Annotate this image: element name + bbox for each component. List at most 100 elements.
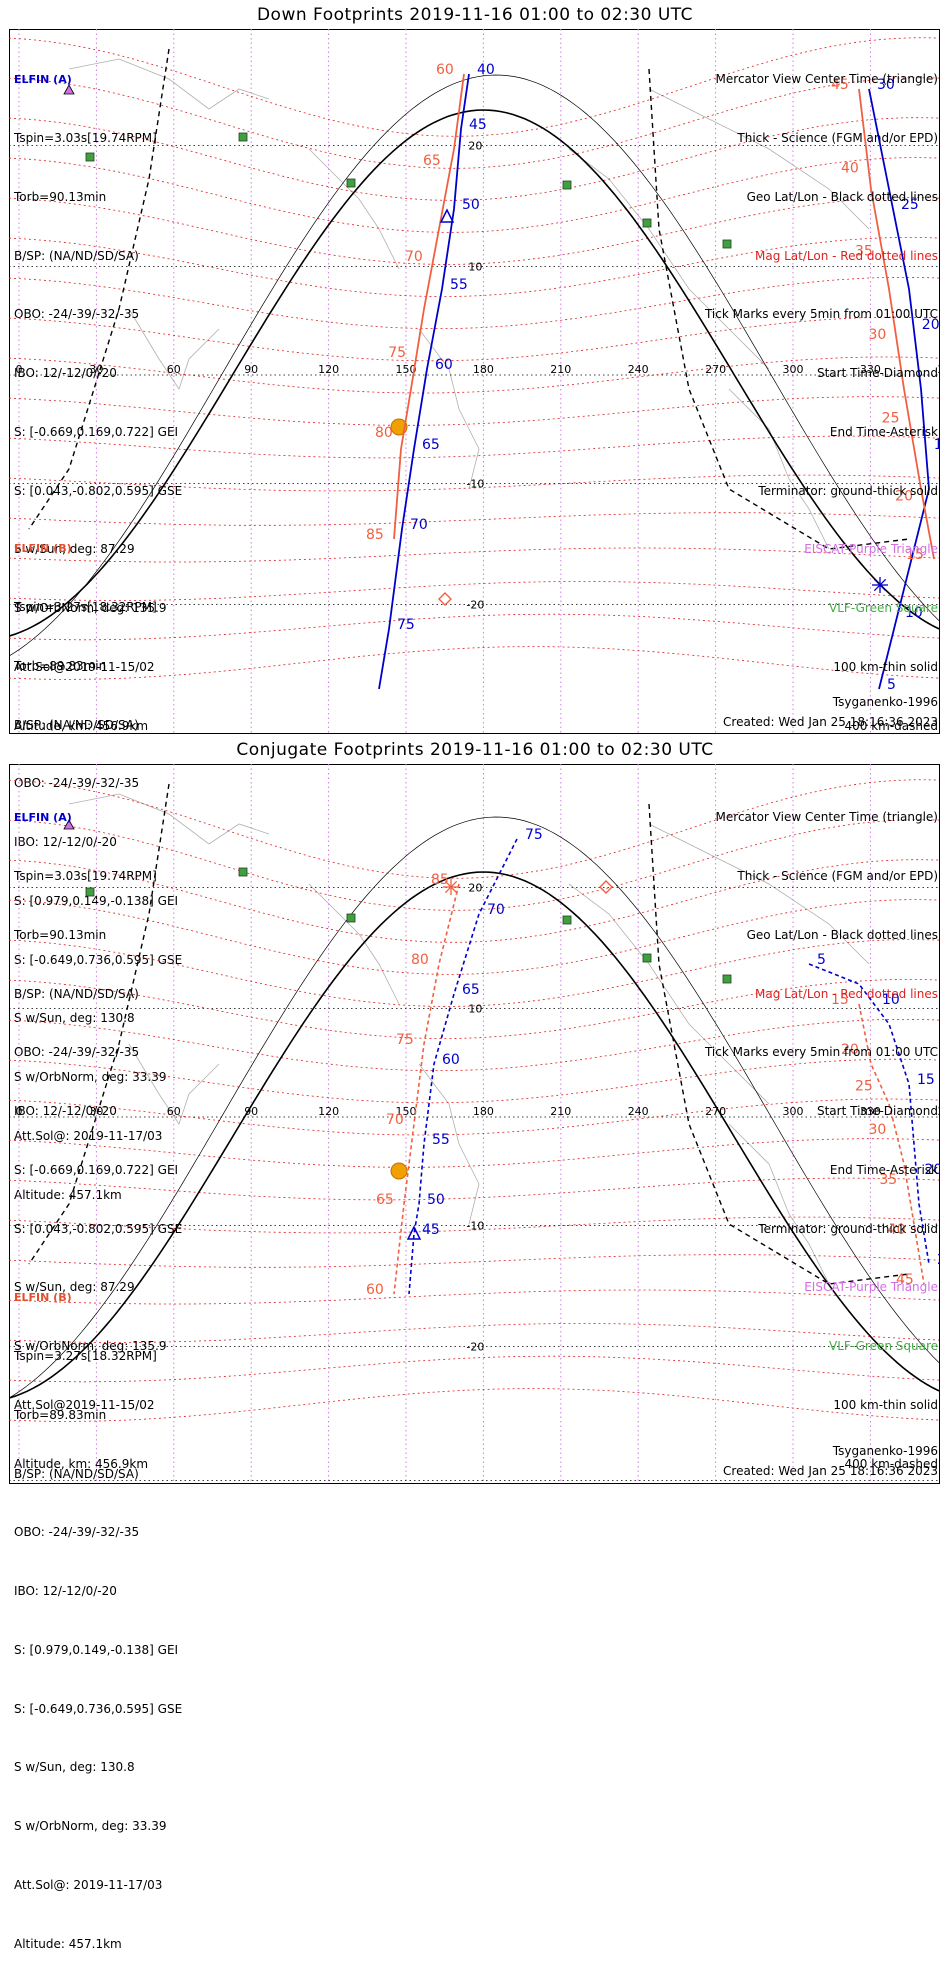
elfin-a-tick-label: 15: [934, 437, 940, 453]
elfin-b-info: ELFIN (B) Tspin=3.27s[18.32RPM] Torb=89.…: [14, 1249, 182, 1974]
terminator-100km: [9, 816, 940, 1399]
lon-tick-label: 300: [783, 1105, 804, 1118]
elfin-a-line: Torb=90.13min: [14, 189, 107, 204]
start-time-diamond: [438, 592, 452, 606]
elfin-b-line: S w/Sun, deg: 130.8: [14, 1760, 135, 1775]
elfin-b-line: S: [-0.649,0.736,0.595] GSE: [14, 1701, 183, 1716]
legend-item: Terminator: ground-thick solid: [758, 483, 938, 498]
coastline: [728, 388, 830, 550]
map-footer: Tsyganenko-1996 Created: Wed Jan 25 18:1…: [723, 1442, 938, 1481]
elfin-a-line: Att.Sol@2019-11-15/02: [14, 660, 155, 674]
legend-item: Mag Lat/Lon - Red dotted lines: [754, 986, 938, 1001]
lon-tick-label: 120: [318, 363, 339, 376]
elfin-b-label: ELFIN (B): [14, 542, 72, 556]
elfin-b-tick-label: 85: [431, 872, 449, 888]
elfin-b-track: [858, 88, 935, 560]
elfin-a-line: Altitude, km: 456.9km: [14, 718, 149, 733]
lon-tick-label: 0: [16, 1105, 23, 1118]
mag-latitude-line: [9, 435, 940, 459]
elfin-b-tick-label: 35: [879, 1172, 897, 1188]
legend-item: VLF-Green Square: [829, 1339, 938, 1354]
vlf-station-square: [642, 218, 652, 228]
lon-tick-label: 180: [473, 1105, 494, 1118]
elfin-a-tick-label: 10: [882, 992, 900, 1008]
elfin-a-line: S: [0.043,-0.802,0.595] GSE: [14, 483, 183, 498]
legend-item: Mercator View Center Time (triangle): [715, 72, 938, 87]
elfin-a-tick-label: 55: [450, 277, 468, 293]
elfin-a-tick-label: 10: [905, 605, 923, 621]
elfin-b-tick-label: 65: [423, 153, 441, 169]
coastline: [68, 58, 270, 110]
elfin-a-tick-label: 75: [525, 827, 543, 843]
legend-item: Thick - Science (FGM and/or EPD): [737, 130, 938, 145]
mag-latitude-line: [9, 1177, 940, 1201]
created-timestamp: Created: Wed Jan 25 18:16:36 2023: [723, 714, 938, 729]
elfin-b-line: B/SP: (NA/ND/SD/SA): [14, 717, 139, 732]
elfin-b-line: OBO: -24/-39/-32/-35: [14, 776, 140, 791]
legend-item: End Time-Asterisk: [829, 424, 938, 439]
vlf-station-square: [722, 239, 732, 249]
elfin-b-line: Att.Sol@: 2019-11-17/03: [14, 1129, 163, 1143]
legend-item: Mag Lat/Lon - Red dotted lines: [754, 248, 938, 263]
map-footer: Tsyganenko-1996 Created: Wed Jan 25 18:1…: [723, 693, 938, 732]
mag-latitude-line: [9, 939, 940, 1007]
elfin-a-tick-label: 50: [462, 197, 480, 213]
lon-tick-label: 0: [16, 363, 23, 376]
lon-tick-label: 120: [318, 1105, 339, 1118]
lon-tick-label: 30: [89, 363, 103, 376]
elfin-b-tick-label: 20: [841, 1042, 859, 1058]
legend-item: 100 km-thin solid: [833, 1398, 938, 1412]
sun-icon: [390, 418, 408, 436]
elfin-b-label: ELFIN (B): [14, 1291, 72, 1305]
legend-item: Geo Lat/Lon - Black dotted lines: [746, 927, 938, 942]
lat-tick-label: 10: [468, 1003, 482, 1016]
footprint-map-conjugate[interactable]: 03060901201501802102402703003303602010-1…: [9, 764, 940, 1484]
lon-tick-label: 240: [628, 1105, 649, 1118]
coastline: [128, 1043, 220, 1125]
legend-item: 400 km-dashed: [844, 1456, 938, 1471]
elfin-b-line: B/SP: (NA/ND/SD/SA): [14, 1466, 139, 1481]
lon-tick-label: 210: [550, 1105, 571, 1118]
lon-tick-label: 30: [89, 1105, 103, 1118]
elfin-b-tick-label: 15: [906, 547, 924, 563]
coastline: [308, 883, 400, 1005]
lon-tick-label: 60: [167, 363, 181, 376]
elfin-a-track: [868, 88, 930, 690]
mag-latitude-line: [9, 1138, 940, 1168]
elfin-b-tick-label: 65: [376, 1192, 394, 1208]
elfin-a-line: Altitude, km: 456.9km: [14, 1456, 149, 1471]
mag-latitude-line: [9, 1098, 940, 1136]
lon-tick-label: 90: [244, 1105, 258, 1118]
elfin-b-line: S w/OrbNorm, deg: 33.39: [14, 1070, 167, 1085]
elfin-a-tick-label: 5: [817, 952, 826, 968]
legend-item: EISCAT-Purple Triangle: [804, 1280, 938, 1295]
vlf-station-square: [562, 915, 572, 925]
sun-icon: [390, 1162, 408, 1180]
mag-latitude-line: [9, 117, 940, 201]
elfin-b-line: IBO: 12/-12/0/-20: [14, 1584, 117, 1599]
end-time-asterisk: [873, 578, 887, 592]
elfin-a-line: S: [0.043,-0.802,0.595] GSE: [14, 1221, 183, 1236]
elfin-a-line: Tspin=3.03s[19.74RPM]: [14, 868, 157, 883]
elfin-a-tick-label: 70: [487, 902, 505, 918]
lon-tick-label: 330: [860, 1105, 881, 1118]
mag-latitude-line: [9, 512, 940, 526]
elfin-a-track: [808, 963, 930, 1265]
elfin-b-line: Att.Sol@: 2019-11-17/03: [14, 1878, 163, 1892]
panel-title: Conjugate Footprints 2019-11-16 01:00 to…: [236, 740, 714, 760]
elfin-b-tick-label: 45: [896, 1272, 914, 1288]
elfin-b-line: OBO: -24/-39/-32/-35: [14, 1525, 140, 1540]
footprint-map-down[interactable]: 0 30 60 90 120 150 180 210 240 270 300 330 360 20 10 -1…: [9, 29, 940, 734]
lon-tick-label: 270: [705, 363, 726, 376]
elfin-b-tick-label: 40: [841, 160, 859, 176]
terminator-ground: [9, 871, 940, 1399]
vlf-station-square: [346, 913, 356, 923]
mag-latitude-line: [9, 859, 940, 943]
elfin-a-tick-label: 60: [442, 1052, 460, 1068]
elfin-a-line: S: [-0.669,0.169,0.722] GEI: [14, 1162, 179, 1177]
elfin-b-line: S: [-0.649,0.736,0.595] GSE: [14, 952, 183, 967]
elfin-b-info: ELFIN (B) Tspin=3.27s[18.32RPM] Torb=89.…: [14, 500, 182, 1225]
legend-item: Start Time-Diamond: [816, 366, 938, 381]
lat-tick-label: -20: [466, 1341, 484, 1354]
center-time-triangle: [439, 208, 455, 223]
